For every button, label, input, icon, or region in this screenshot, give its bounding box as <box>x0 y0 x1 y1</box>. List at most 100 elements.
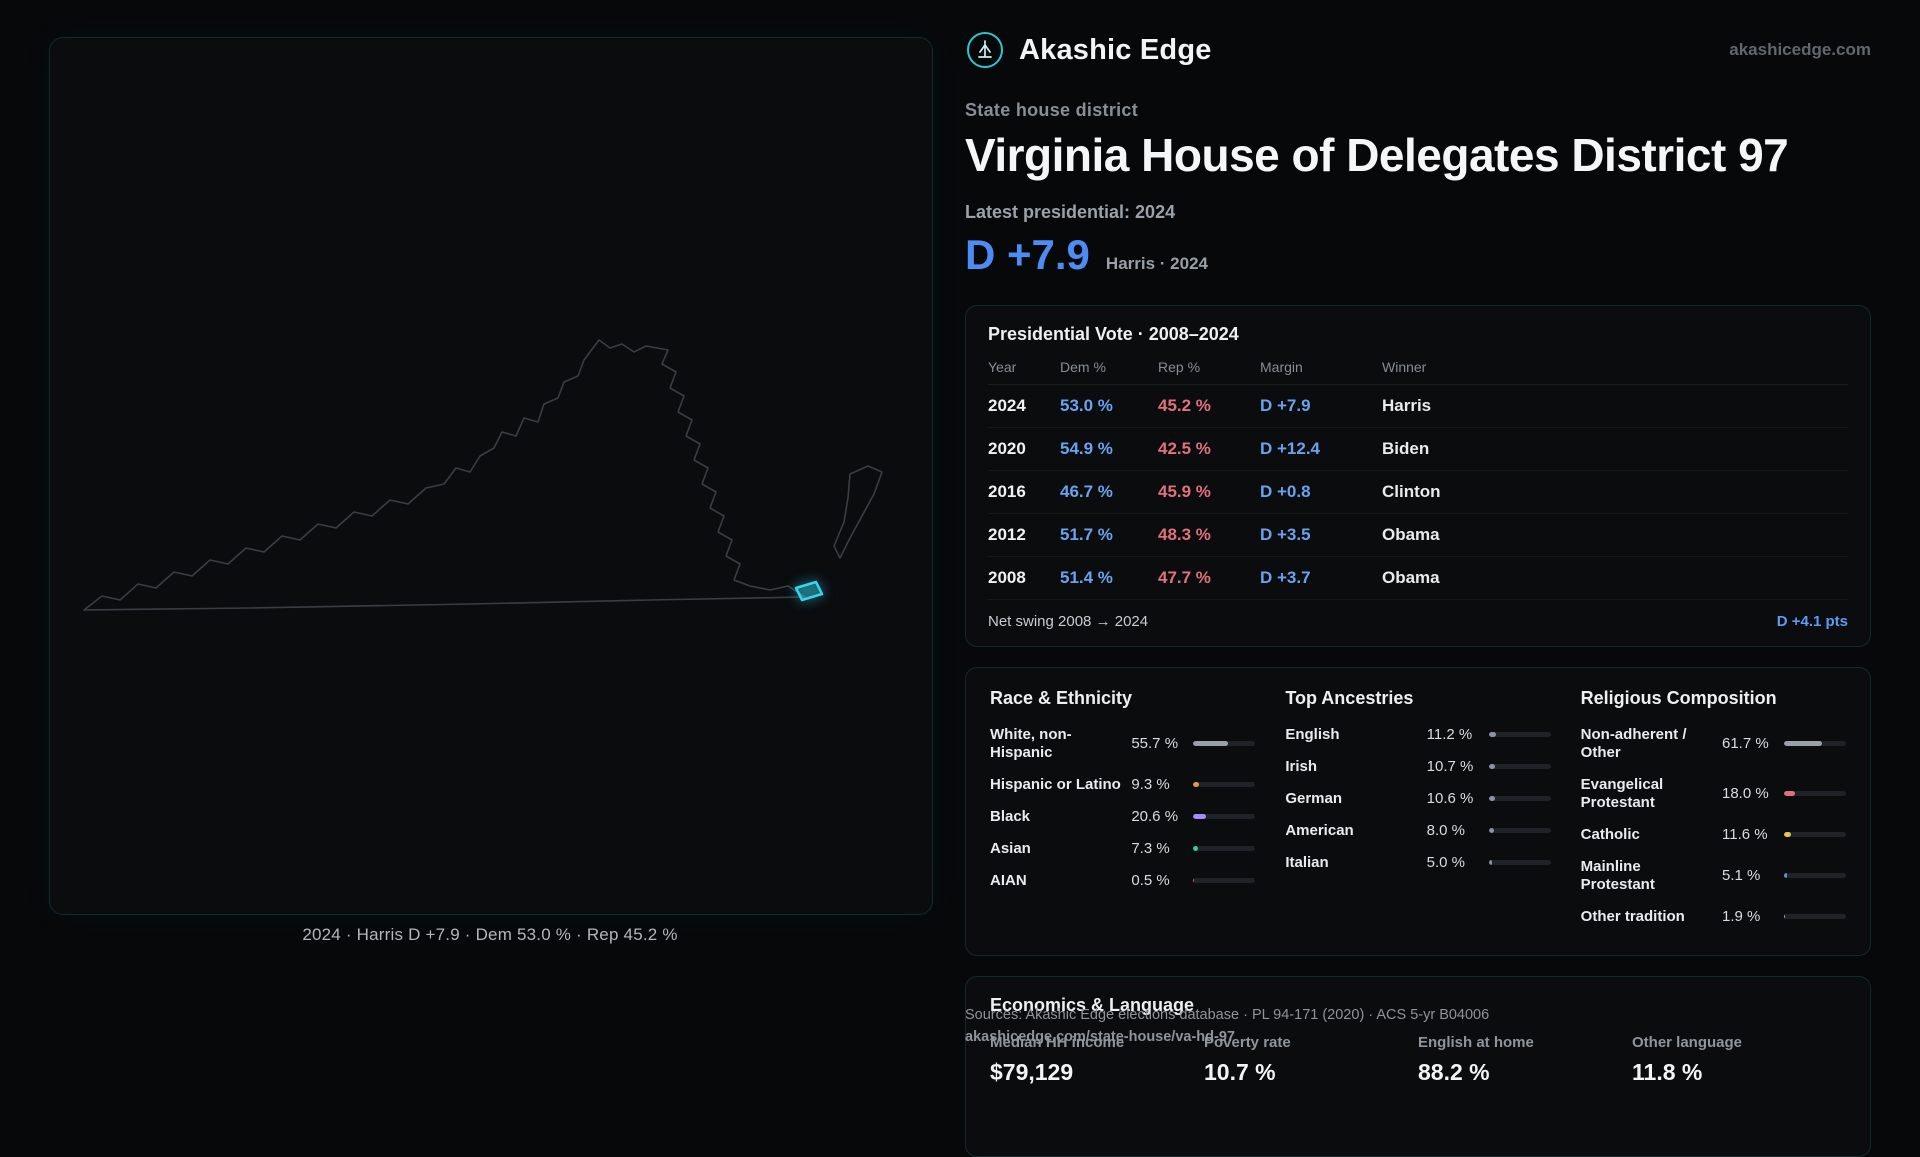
stat-value: 11.6 % <box>1722 826 1768 844</box>
cell-margin: D +3.7 <box>1260 567 1311 587</box>
cell-winner: Obama <box>1382 524 1440 544</box>
cell-year: 2020 <box>988 438 1026 458</box>
cell-dem: 53.0 % <box>1060 395 1113 415</box>
stat-bar <box>1784 741 1846 747</box>
col-margin: Margin <box>1260 358 1303 375</box>
stat-value: 10.6 % <box>1426 790 1474 808</box>
presidential-vote-card: Presidential Vote · 2008–2024 Year Dem %… <box>965 304 1871 647</box>
stat-row: Black 20.6 % <box>990 801 1256 833</box>
stat-row: American 8.0 % <box>1285 815 1551 847</box>
religious-composition-title: Religious Composition <box>1580 687 1777 708</box>
footer-sources: Sources: Akashic Edge elections database… <box>965 1007 1490 1023</box>
cell-year: 2016 <box>988 481 1026 501</box>
net-swing-value: D +4.1 pts <box>1776 612 1848 630</box>
stat-label: AIAN <box>990 871 1027 889</box>
table-header-row: Year Dem % Rep % Margin Winner <box>988 359 1848 385</box>
stat-label: White, non-Hispanic <box>990 725 1072 761</box>
cell-rep: 48.3 % <box>1158 524 1211 544</box>
stat-value: 5.1 % <box>1722 867 1761 885</box>
cell-rep: 42.5 % <box>1158 438 1211 458</box>
presidential-card-title: Presidential Vote · 2008–2024 <box>988 323 1239 344</box>
district-detail-panel: Akashic Edge akashicedge.com State house… <box>965 30 1871 1157</box>
religious-composition-section: Religious Composition Non-adherent / Oth… <box>1581 688 1846 933</box>
stat-label: Italian <box>1285 853 1329 871</box>
col-year: Year <box>988 358 1017 375</box>
stat-value: 20.6 % <box>1131 808 1179 826</box>
cell-margin: D +0.8 <box>1260 481 1311 501</box>
stat-bar <box>1193 814 1256 820</box>
race-ethnicity-title: Race & Ethnicity <box>990 687 1133 708</box>
stat-row: Non-adherent / Other 61.7 % <box>1581 719 1846 769</box>
stat-row: Asian 7.3 % <box>990 833 1256 865</box>
econ-stat-label: Median HH income <box>990 1033 1125 1051</box>
stat-row: Irish 10.7 % <box>1285 751 1551 783</box>
econ-stat-label: Other language <box>1632 1033 1743 1051</box>
stat-row: Other tradition 1.9 % <box>1581 901 1846 933</box>
stat-bar <box>1193 878 1256 884</box>
margin-headline-row: D +7.9 Harris · 2024 <box>965 231 1871 279</box>
stat-bar <box>1488 828 1551 834</box>
stat-label: Hispanic or Latino <box>990 775 1121 793</box>
cell-year: 2024 <box>988 395 1026 415</box>
page-footer: Sources: Akashic Edge elections database… <box>965 1004 1489 1048</box>
stat-label: American <box>1285 821 1354 839</box>
cell-rep: 45.9 % <box>1158 481 1211 501</box>
race-ethnicity-section: Race & Ethnicity White, non-Hispanic 55.… <box>990 687 1256 933</box>
cell-winner: Harris <box>1382 395 1432 415</box>
stat-value: 1.9 % <box>1722 908 1761 926</box>
economics-card-title: Economics & Language <box>990 994 1195 1015</box>
table-row: 2024 53.0 % 45.2 % D +7.9 Harris <box>988 385 1848 428</box>
stat-row: German 10.6 % <box>1285 783 1551 815</box>
stat-bar <box>1488 860 1551 866</box>
footer-permalink-link[interactable]: akashicedge.com/state-house/va-hd-97 <box>965 1029 1235 1045</box>
cell-winner: Clinton <box>1382 481 1441 501</box>
cell-year: 2012 <box>988 524 1026 544</box>
economics-stats-row: Median HH income $79,129 Poverty rate 10… <box>990 1034 1846 1086</box>
cell-winner: Biden <box>1382 438 1430 458</box>
stat-row: Evangelical Protestant 18.0 % <box>1581 769 1846 819</box>
eastern-shore-outline <box>833 465 883 559</box>
brand-name: Akashic Edge <box>1019 33 1212 66</box>
stat-row: AIAN 0.5 % <box>990 865 1256 897</box>
stat-bar <box>1784 832 1846 838</box>
stat-value: 55.7 % <box>1131 735 1179 753</box>
stat-label: English <box>1285 725 1340 743</box>
top-ancestries-section: Top Ancestries English 11.2 % Irish 10.7… <box>1285 687 1551 933</box>
stat-value: 0.5 % <box>1131 872 1170 890</box>
table-row: 2016 46.7 % 45.9 % D +0.8 Clinton <box>988 471 1848 514</box>
stat-label: Black <box>990 807 1031 825</box>
stat-value: 5.0 % <box>1426 854 1466 872</box>
col-rep: Rep % <box>1158 358 1201 375</box>
top-ancestries-title: Top Ancestries <box>1285 687 1414 708</box>
site-domain-link[interactable]: akashicedge.com <box>1729 40 1871 59</box>
econ-stat-label: English at home <box>1418 1033 1534 1051</box>
stat-row: Mainline Protestant 5.1 % <box>1581 851 1846 901</box>
margin-headline: D +7.9 <box>965 230 1090 278</box>
stat-value: 7.3 % <box>1131 840 1170 858</box>
stat-value: 10.7 % <box>1426 758 1474 776</box>
demographics-card: Race & Ethnicity White, non-Hispanic 55.… <box>965 666 1871 956</box>
stat-bar <box>1784 873 1846 879</box>
map-caption: 2024 · Harris D +7.9 · Dem 53.0 % · Rep … <box>302 925 678 944</box>
stat-bar <box>1488 732 1551 738</box>
stat-label: Catholic <box>1580 825 1640 843</box>
stat-row: English 11.2 % <box>1285 719 1551 751</box>
stat-row: White, non-Hispanic 55.7 % <box>990 719 1256 769</box>
cell-rep: 45.2 % <box>1158 395 1211 415</box>
table-row: 2012 51.7 % 48.3 % D +3.5 Obama <box>988 514 1848 557</box>
header-bar: Akashic Edge akashicedge.com <box>965 30 1871 70</box>
net-swing-row: Net swing 2008 → 2024 D +4.1 pts <box>988 600 1848 630</box>
cell-rep: 47.7 % <box>1158 567 1211 587</box>
cell-winner: Obama <box>1382 567 1440 587</box>
cell-margin: D +3.5 <box>1260 524 1311 544</box>
district-97-highlight[interactable] <box>794 580 824 602</box>
stat-label: Irish <box>1285 757 1318 775</box>
stat-label: Other tradition <box>1580 907 1685 925</box>
cell-margin: D +7.9 <box>1260 395 1311 415</box>
stat-bar <box>1193 846 1256 852</box>
stat-label: Mainline Protestant <box>1580 857 1655 893</box>
col-winner: Winner <box>1382 358 1427 375</box>
virginia-map <box>83 339 883 611</box>
stat-bar <box>1784 791 1846 797</box>
econ-stat: Other language 11.8 % <box>1632 1034 1846 1086</box>
